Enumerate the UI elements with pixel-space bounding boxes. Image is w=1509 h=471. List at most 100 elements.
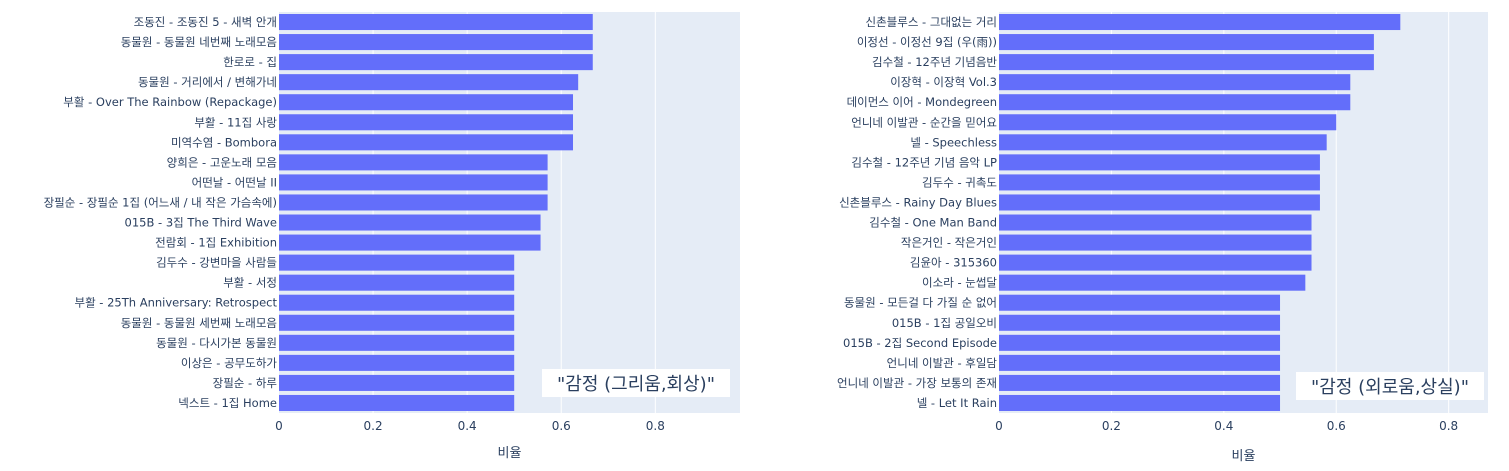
bar — [999, 54, 1374, 71]
bar — [279, 34, 593, 51]
bar — [279, 94, 574, 111]
x-tick-label: 0.8 — [646, 419, 665, 433]
y-tick-label: 동물원 - 거리에서 / 변해가네 — [138, 75, 277, 89]
bar — [999, 14, 1401, 31]
y-tick-label: 신촌블루스 - Rainy Day Blues — [839, 195, 997, 209]
y-tick-label: 김두수 - 귀촉도 — [922, 175, 997, 189]
plot-background — [999, 12, 1488, 413]
bar — [279, 374, 515, 391]
x-tick-label: 0.6 — [552, 419, 571, 433]
bar — [279, 254, 515, 271]
bar — [279, 134, 574, 151]
bar — [279, 54, 593, 71]
bar — [999, 214, 1312, 231]
y-tick-label: 장필순 - 하루 — [213, 376, 277, 390]
y-tick-label: 신촌블루스 - 그대없는 거리 — [866, 15, 998, 29]
bar — [999, 394, 1281, 411]
y-tick-label: 015B - 3집 The Third Wave — [125, 216, 277, 230]
x-axis-title: 비율 — [1232, 449, 1256, 464]
y-tick-label: 언니네 이발관 - 후일담 — [887, 356, 998, 370]
y-tick-label: 미역수염 - Bombora — [171, 135, 277, 149]
y-tick-label: 부활 - 25Th Anniversary: Retrospect — [74, 296, 277, 310]
y-tick-label: 언니네 이발관 - 순간을 믿어요 — [851, 115, 997, 129]
bar — [279, 394, 515, 411]
y-tick-label: 이소라 - 눈썹달 — [922, 276, 997, 290]
x-tick-label: 0.2 — [364, 419, 383, 433]
y-tick-label: 이장혁 - 이장혁 Vol.3 — [890, 75, 997, 89]
y-tick-label: 김수철 - 12주년 기념 음악 LP — [851, 155, 997, 169]
bar — [999, 34, 1374, 51]
y-tick-label: 김윤아 - 315360 — [910, 256, 997, 270]
bar — [999, 314, 1281, 331]
bar — [999, 74, 1351, 91]
bar — [279, 274, 515, 291]
bar — [279, 334, 515, 351]
y-tick-label: 장필순 - 장필순 1집 (어느새 / 내 작은 가슴속에) — [44, 195, 277, 209]
bar — [999, 234, 1312, 251]
y-tick-label: 부활 - Over The Rainbow (Repackage) — [63, 95, 277, 109]
x-tick-label: 0.2 — [1102, 419, 1121, 433]
plot-background — [279, 12, 740, 413]
annotation-text: "감정 (그리움,회상)" — [557, 374, 715, 395]
y-tick-label: 김수철 - 12주년 기념음반 — [872, 55, 997, 69]
x-tick-label: 0.6 — [1327, 419, 1346, 433]
x-tick-label: 0.4 — [458, 419, 477, 433]
bar — [999, 274, 1306, 291]
bar — [999, 174, 1320, 191]
bar — [999, 374, 1281, 391]
y-tick-label: 김두수 - 강변마을 사람들 — [156, 256, 277, 270]
bar — [279, 174, 548, 191]
bar — [279, 154, 548, 171]
y-tick-label: 양희은 - 고운노래 모음 — [167, 155, 277, 169]
y-tick-label: 언니네 이발관 - 가장 보통의 존재 — [837, 376, 997, 390]
y-tick-label: 동물원 - 모든걸 다 가질 순 없어 — [844, 296, 997, 310]
bar — [999, 154, 1320, 171]
y-tick-label: 동물원 - 다시가본 동물원 — [156, 336, 277, 350]
bar — [279, 214, 541, 231]
bar — [279, 234, 541, 251]
bar — [999, 94, 1351, 111]
y-tick-label: 조동진 - 조동진 5 - 새벽 안개 — [134, 15, 277, 29]
y-tick-label: 015B - 2집 Second Episode — [843, 336, 997, 350]
y-tick-label: 넬 - Speechless — [910, 135, 997, 149]
annotation-box — [542, 369, 730, 397]
y-tick-label: 이상은 - 공무도하가 — [181, 356, 278, 370]
y-tick-label: 김수철 - One Man Band — [869, 216, 997, 230]
y-tick-label: 015B - 1집 공일오비 — [892, 316, 997, 330]
bar — [999, 354, 1281, 371]
x-tick-label: 0 — [995, 419, 1003, 433]
bar — [999, 114, 1337, 131]
y-tick-label: 작은거인 - 작은거인 — [901, 236, 997, 250]
bar — [279, 14, 593, 31]
x-tick-label: 0.8 — [1439, 419, 1458, 433]
y-tick-label: 데이먼스 이어 - Mondegreen — [847, 95, 997, 109]
y-tick-label: 넥스트 - 1집 Home — [178, 396, 277, 410]
annotation-box — [1296, 372, 1484, 400]
bar — [999, 334, 1281, 351]
y-tick-label: 넬 - Let It Rain — [917, 396, 997, 410]
y-tick-label: 부활 - 11집 사랑 — [194, 115, 277, 129]
y-tick-label: 한로로 - 집 — [223, 55, 277, 69]
bar — [279, 194, 548, 211]
bar — [999, 254, 1312, 271]
bar — [279, 114, 574, 131]
x-tick-label: 0 — [275, 419, 283, 433]
bar — [999, 134, 1327, 151]
bar — [999, 194, 1320, 211]
y-tick-label: 이정선 - 이정선 9집 (우(雨)) — [857, 35, 997, 49]
bar — [279, 354, 515, 371]
annotation-text: "감정 (외로움,상실)" — [1311, 377, 1469, 398]
x-tick-label: 0.4 — [1214, 419, 1233, 433]
bar — [279, 314, 515, 331]
bar — [279, 74, 579, 91]
y-tick-label: 동물원 - 동물원 세번째 노래모음 — [121, 316, 277, 330]
bar — [279, 294, 515, 311]
y-tick-label: 동물원 - 동물원 네번째 노래모음 — [121, 35, 277, 49]
y-tick-label: 어떤날 - 어떤날 II — [192, 175, 277, 189]
bar — [999, 294, 1281, 311]
y-tick-label: 전람회 - 1집 Exhibition — [155, 236, 277, 250]
y-tick-label: 부활 - 서정 — [223, 276, 277, 290]
